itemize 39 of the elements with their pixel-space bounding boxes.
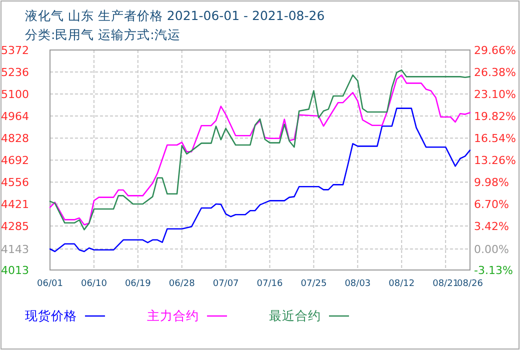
y2-tick-label: 23.10%	[474, 88, 516, 102]
y2-tick-label: 29.66%	[474, 44, 516, 57]
line-series	[49, 108, 471, 252]
x-tick-label: 08/03	[344, 279, 371, 289]
y-tick-label: 4421	[1, 198, 29, 211]
x-tick-label: 08/26	[457, 279, 484, 289]
chart-subtitle: 分类:民用气 运输方式:汽运	[25, 27, 180, 42]
y2-tick-label: 0.00%	[474, 243, 509, 256]
y-tick-label: 4828	[1, 132, 29, 146]
y-tick-label: 4556	[1, 176, 29, 190]
x-tick-label: 07/25	[300, 279, 327, 289]
x-tick-label: 08/12	[388, 279, 415, 289]
y-tick-label: 4964	[1, 110, 29, 124]
y-tick-label: 5372	[1, 44, 29, 57]
chart-title: 液化气 山东 生产者价格 2021-06-01 - 2021-08-26	[25, 8, 325, 23]
y-tick-label: 4285	[1, 220, 29, 233]
x-tick-label: 06/19	[124, 279, 152, 289]
y-tick-label: 4013	[1, 264, 29, 277]
legend-label: 现货价格	[25, 308, 77, 323]
x-tick-label: 06/01	[37, 279, 63, 289]
legend-label: 主力合约	[147, 308, 199, 323]
y2-tick-label: 3.42%	[474, 220, 509, 234]
legend-label: 最近合约	[269, 308, 321, 323]
x-tick-label: 07/16	[256, 279, 284, 289]
y-tick-label: 5100	[1, 88, 29, 102]
x-tick-label: 06/10	[80, 279, 108, 289]
y2-tick-label: 26.38%	[474, 66, 516, 80]
y2-tick-label: 19.82%	[474, 110, 516, 124]
x-tick-label: 08/21	[432, 279, 459, 289]
y2-tick-label: 9.98%	[474, 176, 509, 190]
y-tick-label: 5236	[1, 66, 29, 80]
y2-tick-label: -3.13%	[474, 264, 513, 277]
y-tick-label: 4143	[1, 242, 29, 256]
y2-tick-label: 16.54%	[474, 132, 516, 146]
y2-tick-label: 13.26%	[474, 154, 516, 168]
y2-tick-label: 6.70%	[474, 198, 509, 212]
x-tick-label: 06/28	[168, 279, 196, 289]
y-tick-label: 4692	[1, 154, 29, 168]
x-tick-label: 07/07	[212, 279, 239, 289]
